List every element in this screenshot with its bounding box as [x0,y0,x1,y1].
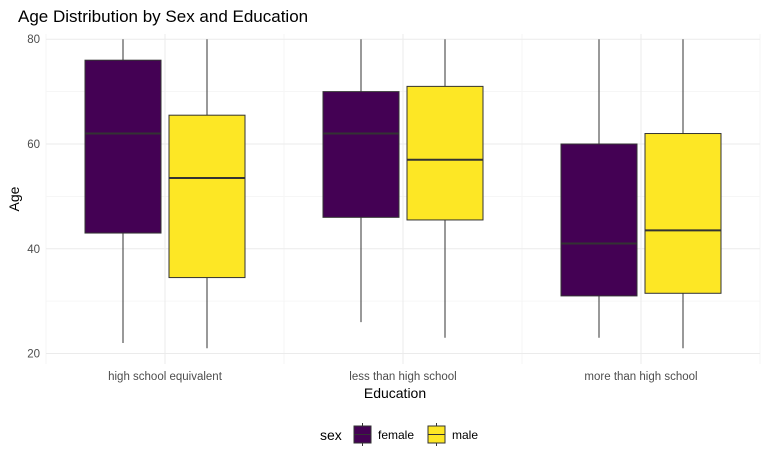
legend-item-male: male [427,423,478,446]
box-body [322,91,400,218]
boxes [84,39,722,349]
legend-item-female: female [353,423,414,446]
legend-label: male [452,428,478,442]
x-axis: high school equivalent less than high sch… [108,371,697,383]
x-tick-label: high school equivalent [108,371,223,383]
box-male-1 [406,39,484,338]
box-male-0 [168,39,246,349]
y-axis-title: Age [6,186,22,211]
legend-title: sex [320,427,342,443]
x-tick-label: less than high school [349,371,456,383]
box-female-1 [322,39,400,323]
grid [45,34,761,364]
box-body [560,143,638,297]
x-tick-label: more than high school [584,371,697,383]
box-female-0 [84,39,162,344]
x-axis-title: Education [364,385,426,401]
chart-title: Age Distribution by Sex and Education [18,7,308,26]
box-female-2 [560,39,638,338]
y-tick-label: 80 [27,34,40,46]
box-male-2 [644,39,722,349]
box-body [168,114,246,279]
box-body [84,59,162,234]
box-body [644,133,722,294]
legend: sex female male [320,423,478,446]
box-body [406,85,484,221]
y-tick-label: 60 [27,139,40,151]
y-tick-label: 20 [27,349,40,361]
y-axis: 20 40 60 80 [27,34,40,360]
legend-label: female [378,428,414,442]
y-tick-label: 40 [27,244,40,256]
